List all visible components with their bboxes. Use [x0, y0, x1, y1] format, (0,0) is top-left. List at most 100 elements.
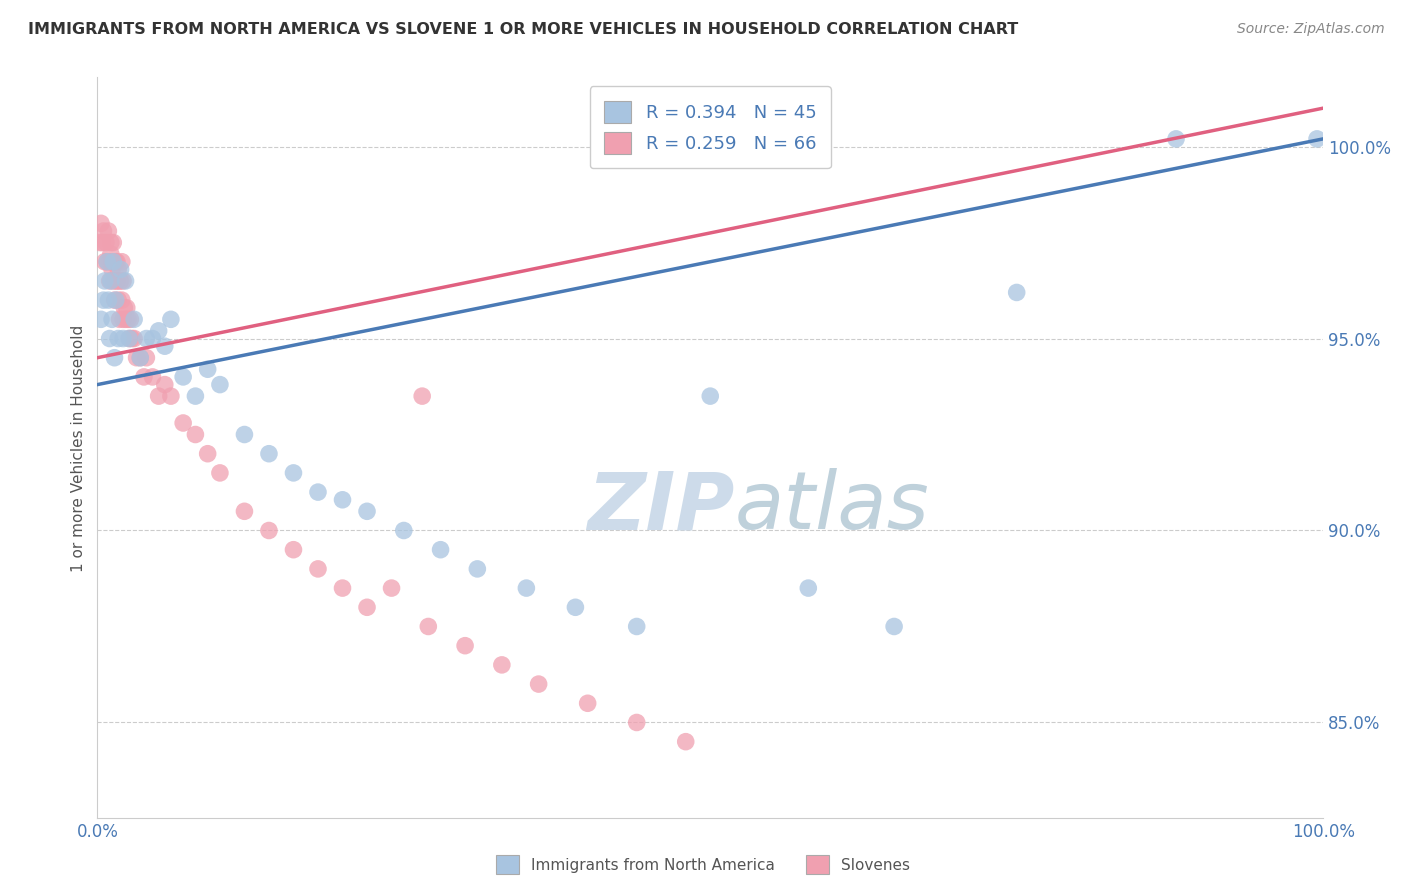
- Point: [208, 466, 231, 480]
- Point: [105, 274, 128, 288]
- Point: [103, 235, 125, 250]
- Point: [97, 293, 120, 307]
- Point: [93, 274, 115, 288]
- Point: [98, 254, 121, 268]
- Point: [114, 274, 136, 288]
- Point: [257, 447, 280, 461]
- Point: [141, 332, 163, 346]
- Point: [135, 332, 157, 346]
- Point: [1005, 285, 1028, 300]
- Legend: Immigrants from North America, Slovenes: Immigrants from North America, Slovenes: [491, 849, 915, 880]
- Point: [172, 416, 194, 430]
- Point: [114, 312, 136, 326]
- Point: [332, 581, 354, 595]
- Point: [197, 362, 219, 376]
- Point: [110, 274, 132, 288]
- Point: [129, 351, 152, 365]
- Point: [883, 619, 905, 633]
- Point: [233, 504, 256, 518]
- Point: [491, 657, 513, 672]
- Point: [107, 293, 129, 307]
- Text: IMMIGRANTS FROM NORTH AMERICA VS SLOVENE 1 OR MORE VEHICLES IN HOUSEHOLD CORRELA: IMMIGRANTS FROM NORTH AMERICA VS SLOVENE…: [28, 22, 1018, 37]
- Point: [121, 332, 143, 346]
- Point: [107, 262, 129, 277]
- Point: [112, 301, 135, 315]
- Point: [122, 312, 145, 326]
- Point: [112, 312, 135, 326]
- Point: [107, 332, 129, 346]
- Point: [98, 332, 121, 346]
- Point: [118, 332, 141, 346]
- Point: [197, 447, 219, 461]
- Point: [148, 324, 170, 338]
- Legend: R = 0.394   N = 45, R = 0.259   N = 66: R = 0.394 N = 45, R = 0.259 N = 66: [589, 87, 831, 169]
- Point: [392, 524, 415, 538]
- Point: [356, 600, 378, 615]
- Point: [356, 504, 378, 518]
- Point: [699, 389, 721, 403]
- Point: [100, 235, 122, 250]
- Point: [429, 542, 451, 557]
- Point: [115, 301, 138, 315]
- Point: [1164, 132, 1187, 146]
- Point: [90, 312, 112, 326]
- Point: [283, 542, 305, 557]
- Point: [111, 254, 134, 268]
- Point: [101, 254, 124, 268]
- Point: [93, 254, 115, 268]
- Point: [120, 312, 142, 326]
- Point: [101, 262, 124, 277]
- Point: [103, 351, 125, 365]
- Point: [104, 274, 127, 288]
- Point: [1306, 132, 1329, 146]
- Point: [103, 293, 125, 307]
- Point: [101, 312, 124, 326]
- Point: [454, 639, 477, 653]
- Point: [93, 224, 115, 238]
- Point: [141, 370, 163, 384]
- Point: [98, 274, 121, 288]
- Point: [626, 619, 648, 633]
- Point: [96, 254, 118, 268]
- Point: [626, 715, 648, 730]
- Point: [93, 293, 115, 307]
- Point: [104, 293, 127, 307]
- Point: [527, 677, 550, 691]
- Point: [96, 254, 118, 268]
- Point: [104, 254, 127, 268]
- Point: [307, 562, 329, 576]
- Point: [108, 274, 131, 288]
- Point: [160, 389, 183, 403]
- Point: [100, 274, 122, 288]
- Point: [564, 600, 586, 615]
- Point: [797, 581, 820, 595]
- Point: [112, 274, 135, 288]
- Point: [90, 216, 112, 230]
- Point: [111, 293, 134, 307]
- Point: [380, 581, 402, 595]
- Text: atlas: atlas: [735, 468, 929, 546]
- Point: [283, 466, 305, 480]
- Point: [148, 389, 170, 403]
- Point: [411, 389, 433, 403]
- Point: [110, 262, 132, 277]
- Point: [153, 339, 176, 353]
- Point: [103, 274, 125, 288]
- Point: [208, 377, 231, 392]
- Text: Source: ZipAtlas.com: Source: ZipAtlas.com: [1237, 22, 1385, 37]
- Point: [125, 351, 148, 365]
- Point: [129, 351, 152, 365]
- Point: [122, 332, 145, 346]
- Point: [105, 254, 128, 268]
- Point: [108, 312, 131, 326]
- Point: [467, 562, 489, 576]
- Point: [184, 427, 207, 442]
- Point: [97, 224, 120, 238]
- Point: [132, 370, 155, 384]
- Point: [118, 332, 141, 346]
- Point: [112, 332, 135, 346]
- Point: [515, 581, 537, 595]
- Point: [89, 235, 111, 250]
- Point: [172, 370, 194, 384]
- Y-axis label: 1 or more Vehicles in Household: 1 or more Vehicles in Household: [72, 325, 86, 572]
